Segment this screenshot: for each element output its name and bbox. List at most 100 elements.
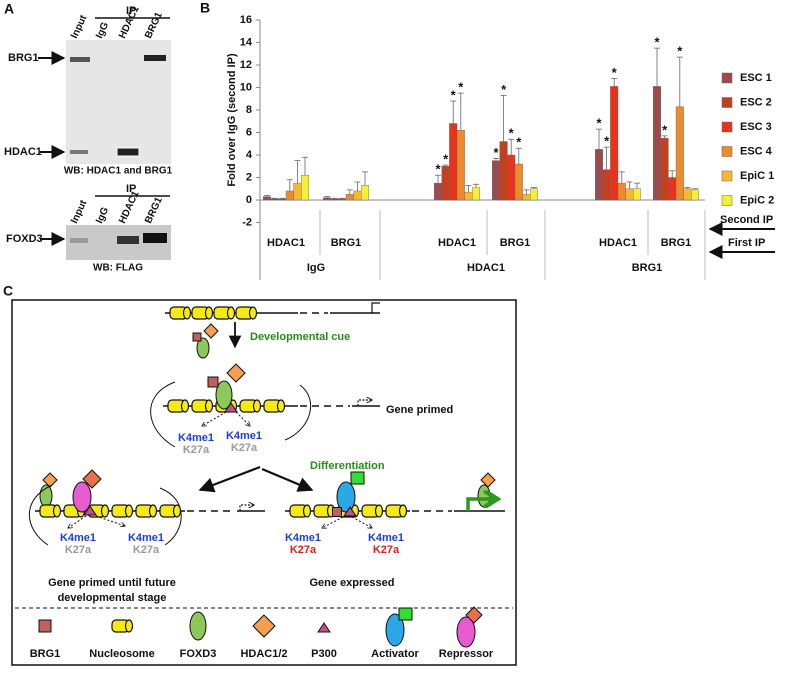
bar	[492, 160, 501, 201]
nucleosome-face	[124, 504, 134, 518]
x-tick-label: HDAC1	[438, 237, 476, 249]
p300	[317, 622, 331, 633]
error-bar	[626, 181, 633, 189]
error-bar	[442, 164, 449, 167]
lane-label: Input	[69, 198, 90, 225]
ip-header: IP	[126, 183, 136, 195]
dashed-arrow	[95, 515, 125, 526]
p300	[83, 505, 97, 516]
histone-mark: K27a	[133, 544, 160, 556]
legend-label: ESC 2	[740, 96, 772, 108]
significance-mark: *	[677, 44, 683, 59]
hdac	[480, 472, 496, 488]
legend-label: FOXD3	[180, 648, 217, 660]
histone-mark: K4me1	[178, 432, 214, 444]
dashed-arrow	[235, 411, 250, 426]
y-tick-label: 10	[240, 81, 252, 93]
significance-mark: *	[654, 35, 660, 50]
bar	[683, 188, 692, 201]
x-tick-label: BRG1	[661, 237, 692, 249]
legend-label: Nucleosome	[89, 648, 154, 660]
group-label: IgG	[307, 262, 325, 274]
error-bar	[661, 135, 668, 139]
legend-swatch	[721, 97, 733, 108]
error-bar	[331, 197, 338, 199]
bar	[301, 175, 310, 201]
panel-label: C	[3, 283, 13, 299]
error-bar	[669, 170, 676, 178]
lane-label: BRG1	[143, 195, 165, 225]
bar	[464, 191, 473, 201]
histone-mark: K27a	[231, 442, 258, 454]
brg1	[332, 507, 342, 517]
legend-label: ESC 3	[740, 121, 772, 133]
brg1	[207, 376, 219, 388]
error-bar	[457, 92, 464, 131]
nucleosome-face	[398, 504, 408, 518]
lane-label: IgG	[94, 205, 111, 225]
bar	[285, 190, 294, 201]
y-tick-label: 2	[246, 171, 252, 183]
band	[70, 238, 88, 243]
hdac	[203, 323, 219, 339]
nucleosome-face	[124, 619, 134, 633]
marker-label: HDAC1	[4, 146, 42, 158]
protein	[215, 380, 233, 410]
activator-tag	[350, 471, 365, 485]
nucleosome-face	[180, 399, 190, 413]
tss	[239, 505, 254, 511]
bar	[595, 149, 604, 201]
bar	[323, 197, 332, 201]
legend-label: EpiC 1	[740, 170, 774, 182]
bar	[293, 182, 302, 201]
axis-note: First IP	[728, 237, 765, 249]
error-bar	[264, 195, 270, 197]
lane-label: HDAC1	[117, 4, 142, 40]
significance-mark: *	[443, 152, 449, 167]
error-bar	[473, 183, 479, 188]
dashed-arrow	[68, 515, 87, 528]
histone-mark: K27a	[373, 544, 400, 556]
legend-label: P300	[311, 648, 337, 660]
y-tick-label: 14	[240, 36, 253, 48]
significance-mark: *	[604, 134, 610, 149]
bar	[691, 189, 700, 201]
band	[116, 147, 140, 157]
band	[143, 233, 167, 243]
x-tick-label: BRG1	[331, 237, 362, 249]
hdac	[252, 614, 276, 638]
arrow	[261, 467, 314, 492]
legend-label: Repressor	[439, 648, 494, 660]
error-bar	[684, 187, 691, 189]
loop	[150, 381, 176, 448]
legend-label: BRG1	[30, 648, 61, 660]
state-label: developmental stage	[58, 592, 167, 604]
histone-mark: K27a	[183, 444, 210, 456]
error-bar	[450, 100, 457, 124]
arrow	[198, 465, 261, 493]
legend-label: HDAC1/2	[240, 648, 287, 660]
error-bar	[508, 138, 515, 155]
bar	[472, 187, 481, 201]
activator-tag	[398, 607, 413, 621]
blot-caption: WB: FLAG	[93, 263, 143, 274]
histone-mark: K4me1	[60, 532, 96, 544]
bar	[278, 198, 287, 201]
error-bar	[346, 189, 353, 195]
significance-mark: *	[451, 87, 457, 102]
legend-label: ESC 4	[740, 145, 773, 157]
significance-mark: *	[662, 122, 668, 137]
legend-label: Activator	[371, 648, 419, 660]
significance-mark: *	[612, 65, 618, 80]
histone-mark: K27a	[290, 544, 317, 556]
state-label: Gene primed until future	[48, 577, 176, 589]
protein	[72, 481, 92, 513]
bar	[675, 106, 684, 201]
bar	[653, 86, 662, 201]
protein	[477, 484, 491, 508]
nucleosome-face	[182, 306, 192, 320]
p300	[224, 402, 238, 413]
nucleosome-face	[172, 504, 182, 518]
bar	[499, 141, 508, 201]
